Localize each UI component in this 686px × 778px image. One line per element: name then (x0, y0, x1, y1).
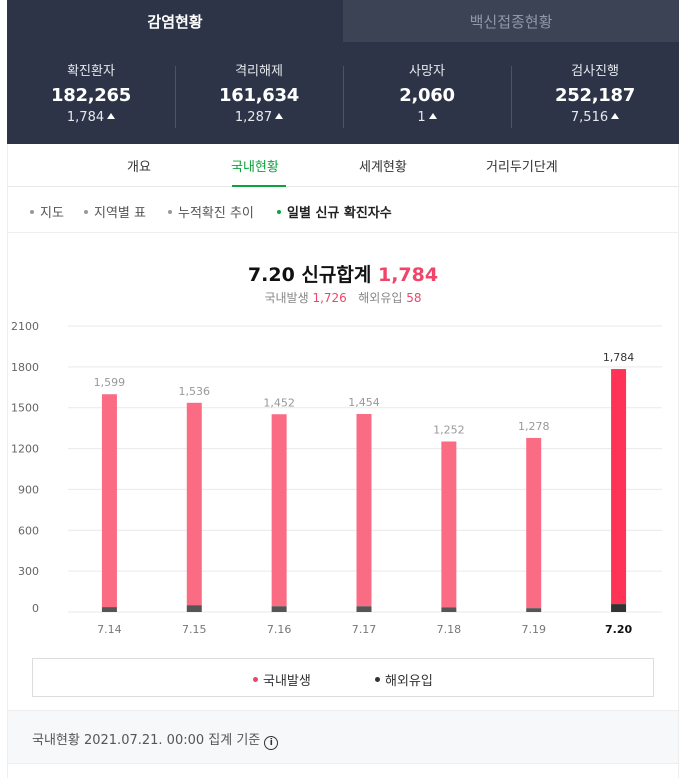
bar-domestic (101, 394, 117, 608)
bar-total-label: 1,252 (433, 423, 465, 436)
bullet-icon (277, 210, 281, 214)
stat-change: 1 (417, 110, 426, 125)
subnav-overview[interactable]: 개요 (127, 160, 151, 175)
y-tick-label: 600 (18, 524, 39, 537)
bar-total-label: 1,278 (518, 420, 550, 433)
bar-overseas (186, 605, 202, 612)
bar-total-label: 1,784 (603, 351, 635, 364)
legend-dot-icon (253, 677, 258, 682)
x-tick-label: 7.17 (352, 623, 377, 636)
bar-domestic (611, 369, 627, 605)
stat-label: 검사진행 (571, 64, 619, 79)
summary-panel: 감염현황 백신접종현황 확진환자 182,265 1,784 격리해제 161,… (7, 0, 679, 144)
legend-overseas[interactable]: 해외유입 (375, 670, 433, 689)
y-tick-label: 1500 (11, 402, 39, 415)
bullet-icon (84, 210, 88, 214)
filter-bar: 지도 지역별 표 누적확진 추이 일별 신규 확진자수 (7, 187, 679, 233)
filter-cumulative-trend[interactable]: 누적확진 추이 (168, 202, 254, 221)
bar-total-label: 1,454 (348, 396, 380, 409)
y-tick-label: 1800 (11, 361, 39, 374)
bar-chart: 0 300 600 900 1200 1500 1800 2100 1,599 7.14 1,536… (11, 320, 662, 636)
bullet-icon (168, 210, 172, 214)
filter-map[interactable]: 지도 (30, 202, 64, 221)
footer-text: 국내현황 2021.07.21. 00:00 집계 기준 (32, 733, 261, 748)
tab-vaccination-status[interactable]: 백신접종현황 (343, 0, 679, 42)
x-tick-label: 7.20 (605, 623, 632, 636)
stat-confirmed: 확진환자 182,265 1,784 (7, 60, 175, 125)
bar-domestic (526, 437, 542, 609)
tab-infection-status[interactable]: 감염현황 (7, 0, 343, 42)
x-tick-label: 7.19 (521, 623, 546, 636)
chart-subtitle: 국내발생 1,726 해외유입 58 (264, 291, 422, 305)
y-tick-label: 900 (18, 483, 39, 496)
bar-domestic (271, 414, 287, 607)
up-arrow-icon (107, 113, 116, 119)
y-tick-label: 2100 (11, 320, 39, 333)
stat-value: 2,060 (399, 85, 455, 106)
bar-total-label: 1,599 (94, 376, 126, 389)
bar-domestic (441, 441, 457, 608)
x-tick-label: 7.18 (437, 623, 462, 636)
x-tick-label: 7.15 (182, 623, 207, 636)
bar-overseas (271, 606, 287, 612)
bar-overseas (441, 607, 457, 612)
filter-region-table[interactable]: 지역별 표 (84, 202, 146, 221)
stat-value: 161,634 (219, 85, 299, 106)
bar-overseas (101, 607, 117, 612)
chart-container: 7.20 신규합계 1,784 국내발생 1,726 해외유입 58 0 300 6… (7, 233, 679, 710)
bar-overseas (611, 604, 627, 612)
up-arrow-icon (428, 113, 437, 119)
x-tick-label: 7.14 (97, 623, 122, 636)
subnav-world[interactable]: 세계현황 (359, 160, 407, 175)
subnav-domestic[interactable]: 국내현황 (231, 160, 279, 175)
info-icon[interactable]: i (264, 736, 279, 750)
stat-change: 7,516 (570, 110, 609, 125)
stat-released: 격리해제 161,634 1,287 (175, 60, 343, 128)
chart-legend: 국내발생 해외유입 (32, 658, 654, 697)
stat-change: 1,784 (66, 110, 105, 125)
sub-navigation: 개요 국내현황 세계현황 거리두기단계 (7, 144, 679, 187)
bottom-strip (7, 764, 679, 778)
stat-value: 252,187 (555, 85, 635, 106)
legend-domestic[interactable]: 국내발생 (253, 670, 311, 689)
stat-label: 격리해제 (235, 64, 283, 79)
bar-total-label: 1,452 (263, 396, 295, 409)
stat-change: 1,287 (234, 110, 273, 125)
filter-daily-new[interactable]: 일별 신규 확진자수 (277, 202, 392, 221)
y-tick-label: 0 (32, 602, 39, 615)
bar-overseas (356, 606, 372, 612)
stat-deaths: 사망자 2,060 1 (343, 60, 511, 128)
bar-domestic (356, 413, 372, 607)
subnav-distancing[interactable]: 거리두기단계 (486, 160, 558, 175)
footer: 국내현황 2021.07.21. 00:00 집계 기준 i (7, 710, 679, 764)
active-tab-underline (232, 185, 286, 187)
up-arrow-icon (275, 113, 284, 119)
stat-label: 사망자 (409, 64, 445, 79)
up-arrow-icon (611, 113, 620, 119)
bar-domestic (186, 402, 202, 606)
y-tick-label: 1200 (11, 443, 39, 456)
x-tick-label: 7.16 (267, 623, 292, 636)
bar-overseas (526, 608, 542, 612)
chart-title: 7.20 신규합계 1,784 (247, 264, 439, 286)
stat-testing: 검사진행 252,187 7,516 (511, 60, 679, 128)
stat-label: 확진환자 (67, 64, 115, 79)
bar-total-label: 1,536 (179, 385, 211, 398)
y-tick-label: 300 (18, 565, 39, 578)
bullet-icon (30, 210, 34, 214)
stat-value: 182,265 (51, 85, 131, 106)
legend-dot-icon (375, 677, 380, 682)
